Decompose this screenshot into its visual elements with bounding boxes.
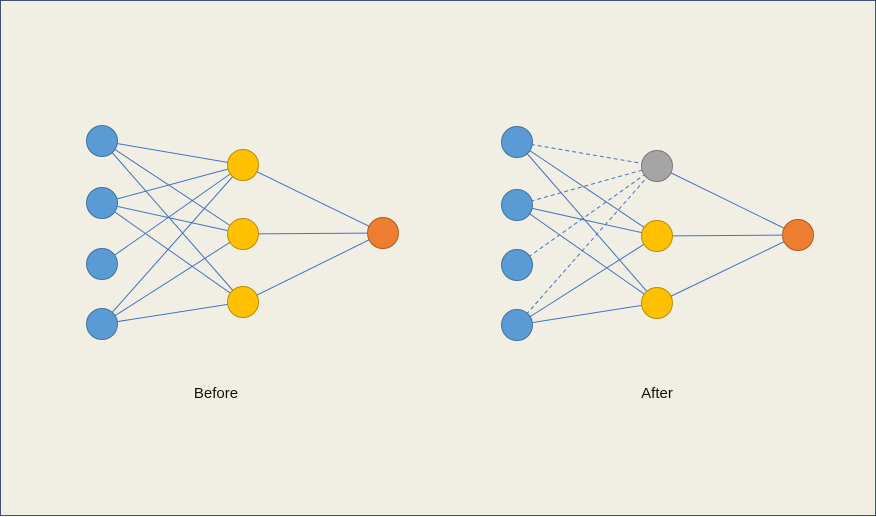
edge-input-1-to-hidden-2 — [516, 141, 658, 237]
caption-after: After — [641, 385, 673, 402]
edge-hidden-2-to-output — [656, 234, 799, 237]
edge-input-2-to-hidden-1 — [101, 164, 244, 204]
output-node — [367, 217, 399, 249]
input-node-3 — [86, 248, 118, 280]
edge-input-4-to-hidden-2 — [516, 235, 658, 326]
edge-hidden-3-to-output — [242, 232, 384, 303]
input-node-1 — [86, 125, 118, 157]
edge-input-2-to-hidden-2 — [516, 204, 658, 237]
hidden-node-1 — [227, 149, 259, 181]
caption-before: Before — [194, 385, 238, 402]
input-node-2 — [86, 187, 118, 219]
network-before: Before — [86, 125, 399, 402]
edge-input-1-to-hidden-1-dropped — [516, 141, 658, 167]
edge-input-2-to-hidden-3 — [516, 204, 658, 304]
edge-hidden-1-to-output — [242, 164, 384, 234]
edge-input-3-to-hidden-1-dropped — [516, 165, 658, 266]
edge-input-3-to-hidden-1 — [101, 164, 244, 265]
edge-input-1-to-hidden-2 — [101, 140, 244, 235]
edge-hidden-3-to-output — [656, 234, 799, 304]
input-node-4 — [86, 308, 118, 340]
edge-input-4-to-hidden-3 — [516, 302, 658, 326]
input-node-1 — [501, 126, 533, 158]
edge-input-4-to-hidden-2 — [101, 233, 244, 325]
edge-input-1-to-hidden-1 — [101, 140, 244, 166]
edge-hidden-1-to-output — [656, 165, 799, 236]
nodes-after — [501, 126, 814, 341]
hidden-node-2 — [641, 220, 673, 252]
nodes-before — [86, 125, 399, 340]
hidden-node-3 — [227, 286, 259, 318]
edge-input-2-to-hidden-1-dropped — [516, 165, 658, 206]
edge-input-2-to-hidden-2 — [101, 202, 244, 235]
edge-input-2-to-hidden-3 — [101, 202, 244, 303]
input-node-4 — [501, 309, 533, 341]
edge-input-4-to-hidden-3 — [101, 301, 244, 325]
edge-input-1-to-hidden-3 — [101, 140, 244, 303]
network-after: After — [501, 126, 814, 402]
edge-input-4-to-hidden-1-dropped — [516, 165, 658, 326]
output-node — [782, 219, 814, 251]
edges-after — [516, 141, 799, 326]
edges-before — [101, 140, 384, 325]
input-node-2 — [501, 189, 533, 221]
edge-input-1-to-hidden-3 — [516, 141, 658, 304]
hidden-node-3 — [641, 287, 673, 319]
input-node-3 — [501, 249, 533, 281]
edge-input-4-to-hidden-1 — [101, 164, 244, 325]
edge-hidden-2-to-output — [242, 232, 384, 235]
hidden-node-2 — [227, 218, 259, 250]
hidden-node-1-dropped — [641, 150, 673, 182]
